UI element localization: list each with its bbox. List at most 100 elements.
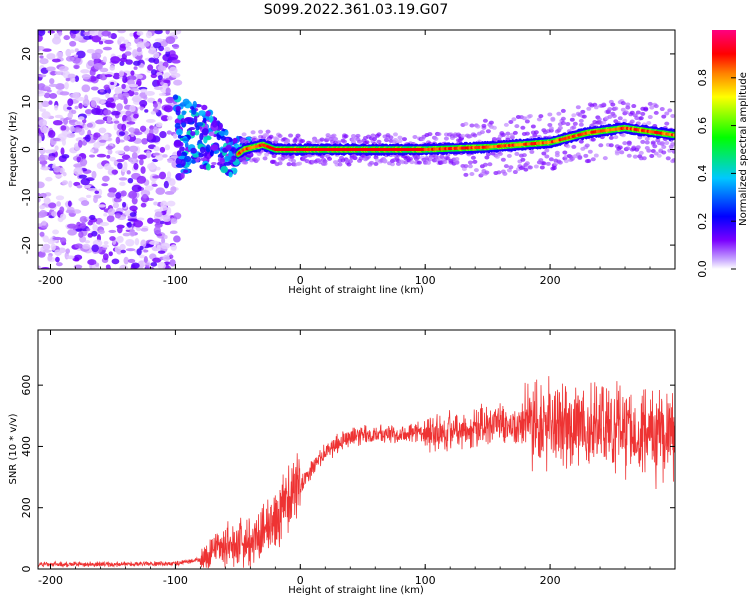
snr-x-tick-label: 0 <box>297 574 304 587</box>
spectrogram-y-tick-label: 20 <box>20 47 33 61</box>
heatmap-noise-cell <box>41 220 47 226</box>
heatmap-halo-cell <box>352 156 358 161</box>
heatmap-noise-cell <box>38 192 41 197</box>
heatmap-transition-cell <box>175 128 183 136</box>
heatmap-noise-cell <box>132 95 142 103</box>
heatmap-noise-cell <box>133 60 141 66</box>
heatmap-halo-cell <box>661 144 667 149</box>
heatmap-noise-cell <box>165 87 171 95</box>
heatmap-transition-cell <box>188 127 196 131</box>
heatmap-noise-cell <box>168 50 176 57</box>
heatmap-noise-cell <box>38 265 41 269</box>
heatmap-noise-cell <box>73 65 79 69</box>
heatmap-noise-cell <box>102 253 109 261</box>
heatmap-halo-cell <box>664 121 670 126</box>
heatmap-noise-cell <box>103 109 112 115</box>
heatmap-noise-cell <box>64 82 69 90</box>
heatmap-halo-cell <box>556 111 562 116</box>
heatmap-noise-cell <box>151 183 158 187</box>
heatmap-noise-cell <box>49 92 58 99</box>
snr-x-axis-label: Height of straight line (km) <box>288 585 424 596</box>
heatmap-noise-cell <box>76 184 83 189</box>
heatmap-transition-cell <box>191 159 196 164</box>
heatmap-halo-cell <box>524 161 530 166</box>
heatmap-halo-cell <box>565 122 571 127</box>
heatmap-noise-cell <box>67 112 74 119</box>
heatmap-noise-cell <box>122 232 131 237</box>
heatmap-noise-cell <box>110 56 121 64</box>
heatmap-noise-cell <box>103 240 109 245</box>
heatmap-halo-cell <box>607 114 613 119</box>
heatmap-noise-cell <box>162 216 171 222</box>
heatmap-noise-cell <box>156 244 161 252</box>
heatmap-halo-cell <box>439 154 445 159</box>
heatmap-halo-cell <box>644 136 650 141</box>
heatmap-noise-cell <box>130 88 140 92</box>
heatmap-halo-cell <box>472 133 478 138</box>
heatmap-noise-cell <box>124 51 132 56</box>
heatmap-halo-cell <box>484 155 490 160</box>
heatmap-noise-cell <box>125 59 133 65</box>
heatmap-noise-cell <box>102 175 110 182</box>
heatmap-noise-cell <box>172 133 178 139</box>
heatmap-noise-cell <box>140 239 147 248</box>
heatmap-noise-cell <box>99 67 109 73</box>
heatmap-noise-cell <box>38 74 47 78</box>
heatmap-noise-cell <box>139 99 148 107</box>
heatmap-transition-cell <box>183 169 189 174</box>
heatmap-noise-cell <box>140 227 149 232</box>
heatmap-noise-cell <box>130 70 135 76</box>
heatmap-noise-cell <box>137 154 147 160</box>
heatmap-noise-cell <box>38 119 48 127</box>
heatmap-noise-cell <box>133 162 139 170</box>
heatmap-noise-cell <box>165 50 170 58</box>
heatmap-noise-cell <box>38 181 45 189</box>
heatmap-transition-cell <box>194 129 200 136</box>
heatmap-noise-cell <box>126 75 137 81</box>
heatmap-transition-cell <box>201 128 209 136</box>
heatmap-noise-cell <box>87 220 93 226</box>
heatmap-noise-cell <box>148 57 156 63</box>
heatmap-noise-cell <box>55 195 65 201</box>
heatmap-halo-cell <box>322 161 328 166</box>
heatmap-noise-cell <box>126 222 132 228</box>
spectrogram-y-tick-label: -10 <box>20 188 33 206</box>
heatmap-noise-cell <box>55 256 60 263</box>
heatmap-noise-cell <box>38 197 41 203</box>
heatmap-noise-cell <box>38 30 46 36</box>
heatmap-halo-cell <box>571 144 577 149</box>
heatmap-noise-cell <box>105 92 110 99</box>
heatmap-halo-cell <box>494 154 500 159</box>
heatmap-halo-cell <box>565 144 571 149</box>
heatmap-noise-cell <box>132 49 138 58</box>
heatmap-transition-cell <box>176 150 182 157</box>
heatmap-noise-cell <box>149 240 160 246</box>
heatmap-halo-cell <box>664 111 670 116</box>
heatmap-noise-cell <box>83 184 92 189</box>
heatmap-noise-cell <box>88 154 96 158</box>
heatmap-halo-cell <box>463 172 469 177</box>
heatmap-noise-cell <box>129 105 136 113</box>
heatmap-noise-cell <box>147 163 157 170</box>
heatmap-halo-cell <box>563 159 569 164</box>
heatmap-noise-cell <box>67 98 74 107</box>
heatmap-halo-cell <box>512 170 518 175</box>
heatmap-noise-cell <box>91 35 102 43</box>
heatmap-noise-cell <box>78 139 83 148</box>
heatmap-halo-cell <box>491 137 497 142</box>
heatmap-noise-cell <box>39 210 48 218</box>
heatmap-halo-cell <box>291 158 297 163</box>
heatmap-noise-cell <box>169 230 178 235</box>
heatmap-noise-cell <box>160 200 168 208</box>
heatmap-noise-cell <box>131 184 142 193</box>
heatmap-noise-cell <box>136 31 144 36</box>
heatmap-noise-cell <box>40 166 51 171</box>
heatmap-noise-cell <box>143 256 148 264</box>
heatmap-halo-cell <box>647 101 653 106</box>
heatmap-halo-cell <box>661 114 667 119</box>
heatmap-halo-cell <box>521 153 527 158</box>
heatmap-noise-cell <box>119 45 127 52</box>
heatmap-halo-cell <box>463 121 469 126</box>
heatmap-noise-cell <box>106 215 115 223</box>
